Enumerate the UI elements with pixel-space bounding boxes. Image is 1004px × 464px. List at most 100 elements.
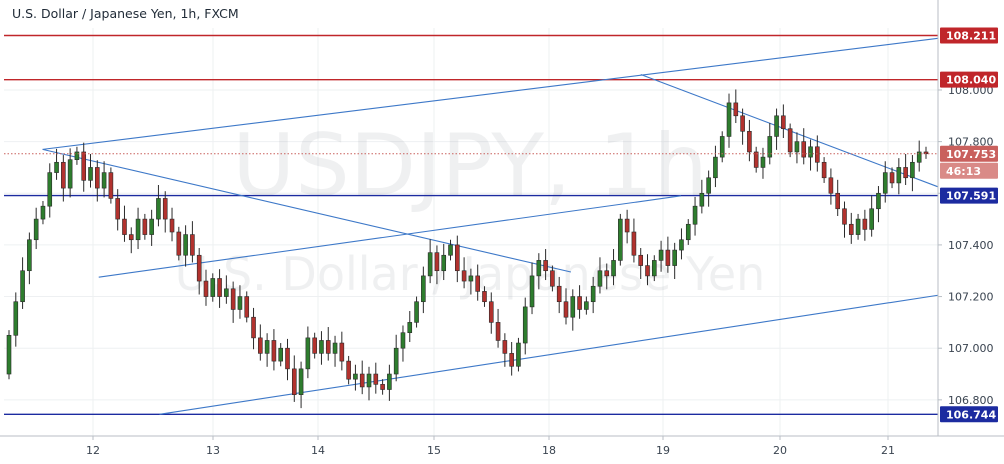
- candle-down: [475, 275, 480, 292]
- y-tick-label: 107.400: [948, 239, 994, 252]
- current-price-label-box: [940, 145, 998, 162]
- candle-down: [271, 340, 277, 362]
- candle-down: [373, 373, 379, 385]
- candle-down: [61, 161, 66, 189]
- trendline: [98, 195, 681, 278]
- candle-up: [224, 288, 229, 297]
- candle-down: [842, 208, 847, 225]
- candle-up: [33, 218, 39, 241]
- candle-up: [387, 373, 392, 390]
- candle-down: [455, 244, 460, 272]
- candle-up: [305, 337, 311, 370]
- candle-up: [407, 322, 413, 334]
- candle-down: [801, 141, 807, 158]
- x-tick-label: 15: [427, 444, 441, 457]
- candle-up: [393, 347, 399, 375]
- candle-up: [332, 342, 338, 354]
- candle-down: [380, 384, 385, 390]
- candles: [6, 89, 929, 409]
- candle-up: [319, 340, 324, 354]
- candle-up: [149, 218, 154, 235]
- candle-up: [692, 205, 698, 225]
- candle-up: [516, 342, 521, 367]
- trendline: [42, 37, 939, 150]
- candle-down: [488, 301, 494, 323]
- candle-down: [230, 288, 236, 310]
- candle-down: [604, 270, 610, 277]
- candle-down: [312, 337, 317, 354]
- candle-up: [522, 306, 528, 344]
- candle-down: [645, 265, 650, 277]
- candle-down: [196, 254, 202, 282]
- candle-down: [128, 234, 134, 241]
- candle-up: [570, 296, 576, 318]
- candle-down: [848, 223, 854, 235]
- candle-up: [896, 167, 902, 184]
- candle-down: [495, 322, 501, 341]
- candle-up: [278, 347, 284, 362]
- candle-up: [529, 275, 535, 308]
- candle-down: [781, 115, 786, 130]
- x-tick-label: 18: [542, 444, 556, 457]
- candle-up: [427, 252, 433, 277]
- candle-down: [543, 260, 548, 272]
- candle-down: [169, 218, 175, 233]
- resistance-label-box: [940, 71, 998, 88]
- candle-down: [815, 146, 820, 163]
- candle-up: [441, 254, 447, 272]
- candle-up: [679, 239, 684, 251]
- candle-down: [631, 231, 637, 256]
- candle-up: [869, 208, 874, 230]
- candle-down: [835, 192, 840, 210]
- candle-down: [461, 270, 467, 282]
- candle-up: [685, 223, 691, 241]
- candle-down: [108, 172, 114, 199]
- candle-up: [40, 205, 46, 220]
- candle-up: [876, 192, 881, 210]
- candle-up: [916, 151, 922, 163]
- candle-up: [366, 373, 372, 388]
- candle-down: [665, 249, 671, 266]
- candle-up: [27, 239, 32, 272]
- candle-down: [291, 368, 297, 395]
- candle-down: [624, 218, 630, 233]
- watermark-symbol: USDJPY, 1h: [232, 116, 708, 216]
- support-label: 107.591: [946, 190, 996, 203]
- candle-up: [156, 198, 161, 220]
- x-tick-label: 21: [881, 444, 895, 457]
- candle-up: [760, 156, 766, 168]
- support-label-box: [940, 187, 998, 204]
- candle-up: [54, 161, 59, 173]
- candle-down: [176, 231, 182, 256]
- trendline: [159, 294, 939, 415]
- candle-up: [210, 278, 216, 297]
- candle-up: [135, 218, 141, 241]
- candle-up: [414, 301, 419, 323]
- candle-down: [162, 198, 168, 220]
- watermark: USDJPY, 1h U.S. Dollar / Japanese Yen: [175, 116, 766, 301]
- candle-down: [747, 130, 752, 153]
- y-tick-label: 107.000: [948, 342, 994, 355]
- candle-up: [706, 177, 711, 194]
- candle-up: [237, 296, 243, 310]
- candle-down: [434, 252, 440, 272]
- candle-up: [264, 340, 270, 354]
- candle-up: [808, 146, 813, 158]
- candle-down: [577, 296, 582, 310]
- candle-up: [400, 332, 406, 349]
- candle-up: [353, 373, 358, 380]
- candle-up: [699, 192, 705, 207]
- candle-up: [651, 260, 657, 277]
- x-tick-label: 14: [311, 444, 325, 457]
- candle-down: [190, 234, 195, 256]
- candle-down: [244, 296, 250, 318]
- candle-down: [95, 167, 100, 189]
- support-label-box: [940, 406, 998, 423]
- candle-up: [101, 172, 107, 189]
- candle-down: [903, 167, 908, 179]
- candle-up: [611, 260, 616, 277]
- chart-title: U.S. Dollar / Japanese Yen, 1h, FXCM: [12, 6, 239, 21]
- y-tick-label: 107.200: [948, 291, 994, 304]
- candle-down: [203, 280, 209, 297]
